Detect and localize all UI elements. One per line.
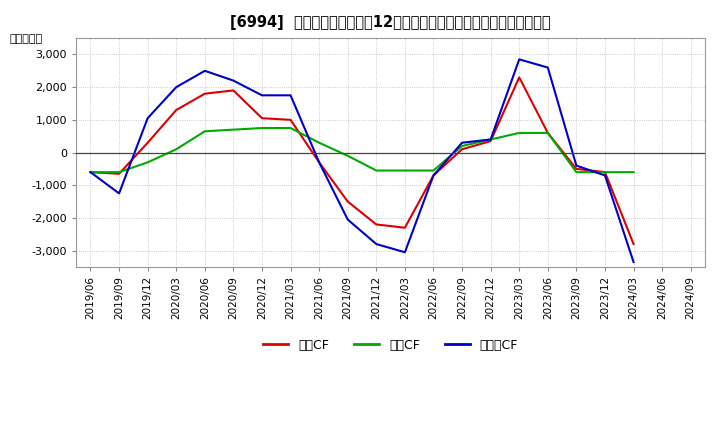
投資CF (343, 153, 352, 158)
営業CF (544, 130, 552, 136)
フリCF (572, 163, 581, 168)
投資CF (515, 130, 523, 136)
投資CF (315, 140, 323, 145)
営業CF (600, 169, 609, 175)
投資CF (400, 168, 409, 173)
営業CF (400, 225, 409, 231)
フリCF (315, 160, 323, 165)
投資CF (143, 160, 152, 165)
フリCF (114, 191, 123, 196)
営業CF (172, 107, 181, 113)
投資CF (600, 169, 609, 175)
Line: 投資CF: 投資CF (91, 128, 634, 172)
フリCF (400, 249, 409, 255)
フリCF (429, 173, 438, 178)
フリCF (458, 140, 467, 145)
投資CF (372, 168, 381, 173)
営業CF (343, 199, 352, 204)
営業CF (114, 171, 123, 176)
投資CF (486, 137, 495, 142)
フリCF (172, 84, 181, 90)
営業CF (486, 139, 495, 144)
フリCF (515, 57, 523, 62)
投資CF (200, 128, 209, 134)
フリCF (229, 78, 238, 83)
営業CF (515, 75, 523, 80)
フリCF (486, 137, 495, 142)
Title: [6994]  キャッシュフローの12か月移動合計の対前年同期増減額の推移: [6994] キャッシュフローの12か月移動合計の対前年同期増減額の推移 (230, 15, 551, 30)
営業CF (143, 140, 152, 145)
フリCF (600, 173, 609, 178)
営業CF (458, 147, 467, 152)
Y-axis label: （百万円）: （百万円） (9, 33, 42, 44)
営業CF (229, 88, 238, 93)
営業CF (86, 169, 95, 175)
営業CF (287, 117, 295, 122)
フリCF (86, 169, 95, 175)
フリCF (343, 217, 352, 222)
投資CF (458, 143, 467, 149)
営業CF (372, 222, 381, 227)
投資CF (172, 147, 181, 152)
営業CF (429, 173, 438, 178)
投資CF (287, 125, 295, 131)
投資CF (86, 169, 95, 175)
フリCF (258, 93, 266, 98)
営業CF (629, 242, 638, 247)
Line: 営業CF: 営業CF (91, 77, 634, 244)
投資CF (229, 127, 238, 132)
Legend: 営業CF, 投資CF, フリーCF: 営業CF, 投資CF, フリーCF (258, 334, 523, 357)
投資CF (629, 169, 638, 175)
Line: フリCF: フリCF (91, 59, 634, 262)
営業CF (315, 160, 323, 165)
フリCF (544, 65, 552, 70)
投資CF (544, 130, 552, 136)
投資CF (429, 168, 438, 173)
営業CF (572, 166, 581, 172)
投資CF (258, 125, 266, 131)
営業CF (200, 91, 209, 96)
フリCF (372, 242, 381, 247)
投資CF (114, 169, 123, 175)
フリCF (200, 68, 209, 73)
投資CF (572, 169, 581, 175)
営業CF (258, 116, 266, 121)
フリCF (629, 260, 638, 265)
フリCF (287, 93, 295, 98)
フリCF (143, 116, 152, 121)
